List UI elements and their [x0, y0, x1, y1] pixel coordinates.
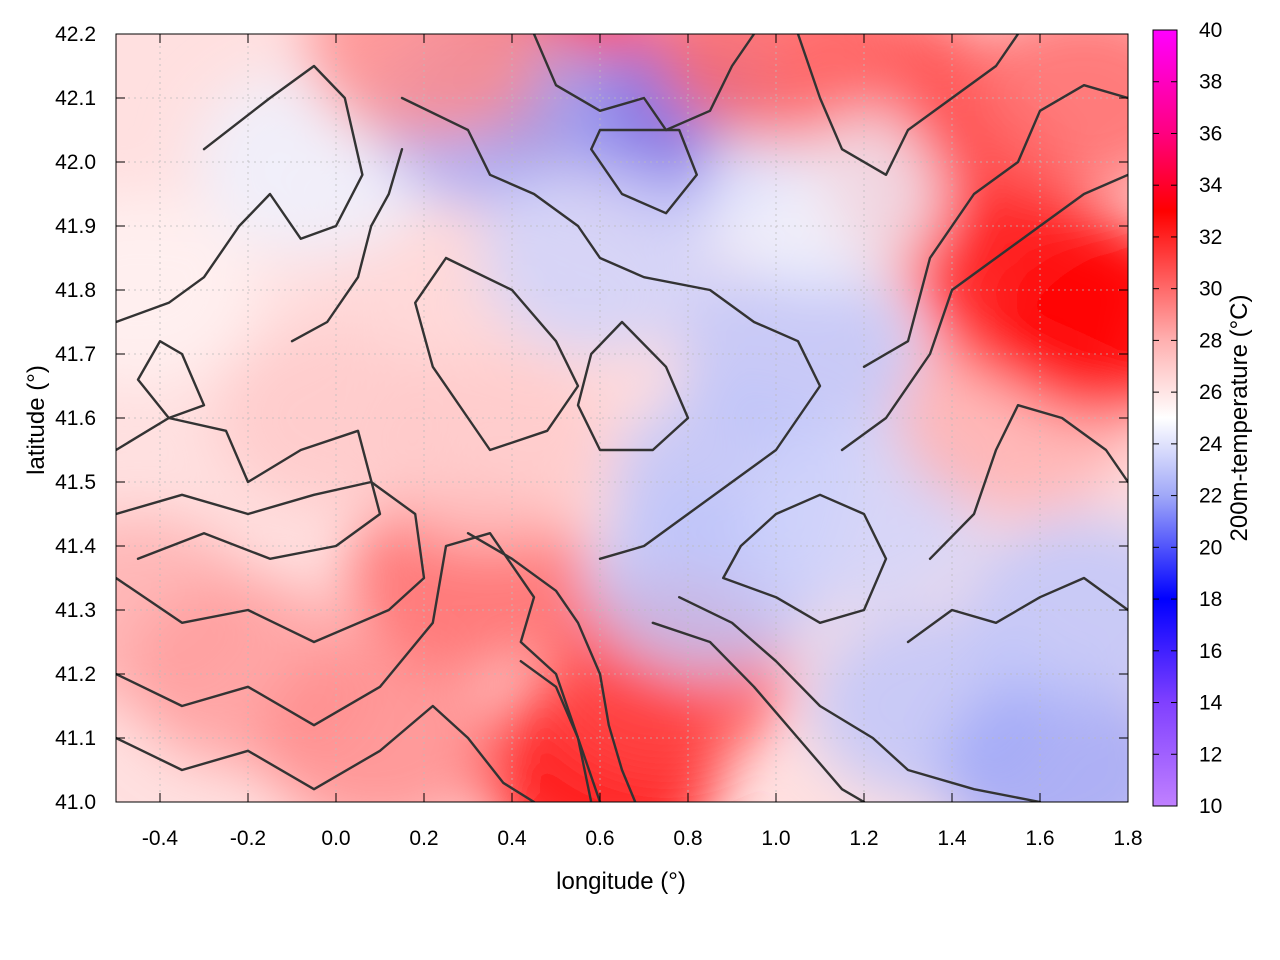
contour-line [519, 660, 593, 802]
colorbar-tick-label: 38 [1199, 71, 1222, 94]
x-axis-label: longitude (°) [556, 868, 686, 895]
temperature-region [678, 259, 918, 449]
contour-line [116, 704, 536, 802]
contour-line [862, 84, 1128, 368]
colorbar-tick-label: 12 [1199, 743, 1222, 766]
contour-line [928, 404, 1128, 560]
contour-line [136, 340, 206, 420]
colorbar-tick-label: 24 [1199, 433, 1223, 456]
x-tick-label: 1.4 [937, 827, 967, 850]
temperature-region [656, 34, 896, 142]
y-tick-label: 41.5 [55, 471, 96, 494]
contour-line [590, 128, 698, 215]
contour-line [400, 96, 822, 560]
colorbar-tick-label: 26 [1199, 381, 1222, 404]
contour-line [906, 576, 1128, 644]
x-axis: -0.4 -0.2 0.0 0.2 0.4 0.6 0.8 1.0 1.2 1.4 1.6 1.8 [142, 34, 1143, 850]
temperature-region [964, 34, 1128, 193]
contour-line [840, 173, 1128, 452]
x-tick-label: 0.4 [497, 827, 527, 850]
contour-line [532, 34, 756, 132]
x-tick-label: 0.0 [321, 827, 350, 850]
colorbar-label: 200m-temperature (°C) [1226, 294, 1253, 541]
colorbar: 10 12 14 16 18 20 22 24 26 28 30 32 34 36 38 40 200m-te… [1152, 19, 1253, 818]
x-tick-label: 1.6 [1025, 827, 1054, 850]
temperature-region [116, 195, 258, 385]
x-tick-label: 0.2 [409, 827, 438, 850]
colorbar-tick-label: 28 [1199, 329, 1222, 352]
x-tick-label: 0.6 [585, 827, 614, 850]
temperature-region [942, 675, 1128, 802]
y-axis: 41.0 41.1 41.2 41.3 41.4 41.5 41.6 41.7 41.8 41.9… [55, 23, 1128, 814]
contour-line [678, 596, 1042, 802]
contour-line [116, 532, 602, 802]
y-tick-label: 41.2 [55, 663, 96, 686]
contour-line [796, 34, 1020, 176]
y-tick-label: 41.8 [55, 279, 96, 302]
y-tick-label: 41.1 [55, 727, 96, 750]
colorbar-tick-label: 36 [1199, 122, 1222, 145]
colorbar-ticks: 10 12 14 16 18 20 22 24 26 28 30 32 34 36 38 40 [1153, 19, 1223, 818]
colorbar-tick-label: 32 [1199, 226, 1222, 249]
y-tick-label: 42.2 [55, 23, 96, 46]
temperature-region [986, 227, 1128, 417]
colorbar-tick-label: 10 [1199, 795, 1222, 818]
x-tick-label: 1.8 [1113, 827, 1142, 850]
colorbar-tick-label: 22 [1199, 485, 1222, 508]
plot-area [115, 33, 1129, 803]
y-tick-label: 42.0 [55, 151, 96, 174]
x-tick-label: 0.8 [673, 827, 702, 850]
contour-lines [116, 34, 1128, 802]
contour-line [414, 256, 580, 452]
colorbar-tick-label: 14 [1199, 692, 1223, 715]
temperature-region [700, 99, 940, 289]
colorbar-tick-label: 16 [1199, 640, 1222, 663]
y-tick-label: 41.0 [55, 791, 96, 814]
contour-line [576, 320, 690, 452]
colorbar-tick-label: 18 [1199, 588, 1222, 611]
contour-line [722, 493, 888, 624]
colorbar-tick-label: 20 [1199, 536, 1222, 559]
contour-line [116, 480, 426, 644]
colorbar-tick-label: 30 [1199, 278, 1222, 301]
contour-line [116, 64, 364, 324]
contour-line [116, 416, 382, 560]
x-tick-label: -0.2 [230, 827, 266, 850]
x-tick-label: 1.0 [761, 827, 790, 850]
colorbar-gradient [1152, 29, 1178, 807]
y-tick-label: 41.7 [55, 343, 96, 366]
y-tick-label: 42.1 [55, 87, 96, 110]
contour-line [466, 532, 637, 802]
contour-line [290, 148, 404, 343]
y-tick-label: 41.9 [55, 215, 96, 238]
y-tick-label: 41.6 [55, 407, 96, 430]
x-tick-label: 1.2 [849, 827, 878, 850]
contour-line [651, 621, 866, 802]
temperature-region [304, 34, 544, 142]
y-tick-label: 41.3 [55, 599, 96, 622]
y-tick-label: 41.4 [55, 535, 96, 558]
x-tick-label: -0.4 [142, 827, 179, 850]
y-axis-label: latitude (°) [23, 365, 50, 475]
colorbar-tick-label: 34 [1199, 174, 1223, 197]
temperature-region [260, 643, 500, 802]
colorbar-tick-label: 40 [1199, 19, 1222, 42]
